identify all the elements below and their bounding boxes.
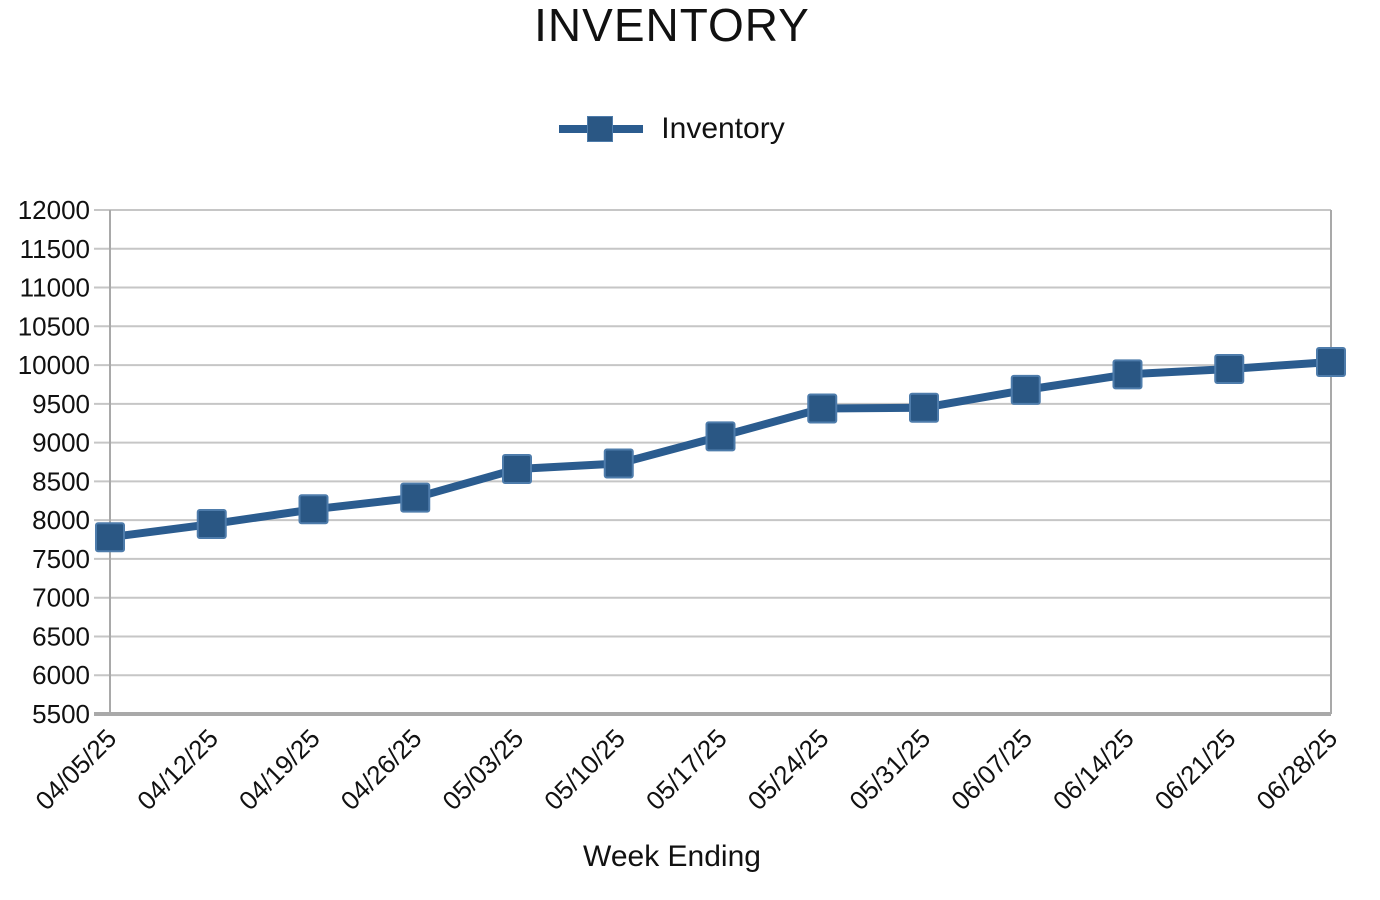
legend-label: Inventory [661, 112, 785, 145]
y-tick-label: 7500 [32, 544, 90, 574]
x-tick-label: 06/07/25 [945, 723, 1038, 816]
x-tick-label: 04/26/25 [335, 723, 428, 816]
x-tick-label: 04/19/25 [233, 723, 326, 816]
x-tick-label: 05/17/25 [640, 723, 733, 816]
data-point-marker [1112, 359, 1143, 390]
data-point-marker [705, 421, 736, 452]
x-tick-label: 06/21/25 [1149, 723, 1242, 816]
data-point-marker [196, 509, 227, 540]
x-tick-label: 05/03/25 [436, 723, 529, 816]
y-tick-label: 12000 [18, 195, 90, 225]
y-tick-label: 6500 [32, 621, 90, 651]
data-point-marker [95, 522, 125, 553]
y-tick-label: 11500 [20, 234, 90, 264]
y-tick-label: 10500 [18, 311, 90, 341]
y-tick-label: 5500 [32, 699, 90, 729]
data-point-marker [603, 448, 634, 479]
data-point-marker [1214, 353, 1245, 384]
x-tick-label: 04/05/25 [29, 723, 122, 816]
chart-title: INVENTORY [534, 0, 810, 51]
y-tick-label: 11000 [20, 273, 90, 303]
x-axis-title: Week Ending [583, 840, 761, 873]
data-point-marker [1316, 346, 1346, 377]
legend: Inventory [0, 106, 1344, 152]
x-tick-label: 05/24/25 [742, 723, 835, 816]
y-tick-label: 9000 [32, 428, 90, 458]
x-tick-label: 05/10/25 [538, 723, 631, 816]
y-tick-label: 7000 [32, 583, 90, 613]
data-point-marker [400, 482, 431, 513]
y-tick-label: 8000 [32, 505, 90, 535]
data-point-marker [298, 494, 329, 525]
x-tick-label: 06/14/25 [1047, 723, 1140, 816]
x-tick-label: 06/28/25 [1250, 723, 1343, 816]
y-tick-label: 10000 [18, 350, 90, 380]
data-point-marker [502, 453, 532, 484]
y-tick-label: 6000 [32, 660, 90, 690]
legend-line-marker-icon [559, 115, 644, 143]
y-tick-label: 8500 [32, 466, 90, 496]
legend-square-marker-icon [587, 116, 614, 142]
data-point-marker [909, 392, 939, 423]
data-point-marker [1010, 374, 1041, 405]
y-tick-label: 9500 [32, 389, 90, 419]
x-tick-label: 04/12/25 [131, 723, 224, 816]
data-point-marker [807, 393, 838, 424]
x-tick-label: 05/31/25 [843, 723, 936, 816]
